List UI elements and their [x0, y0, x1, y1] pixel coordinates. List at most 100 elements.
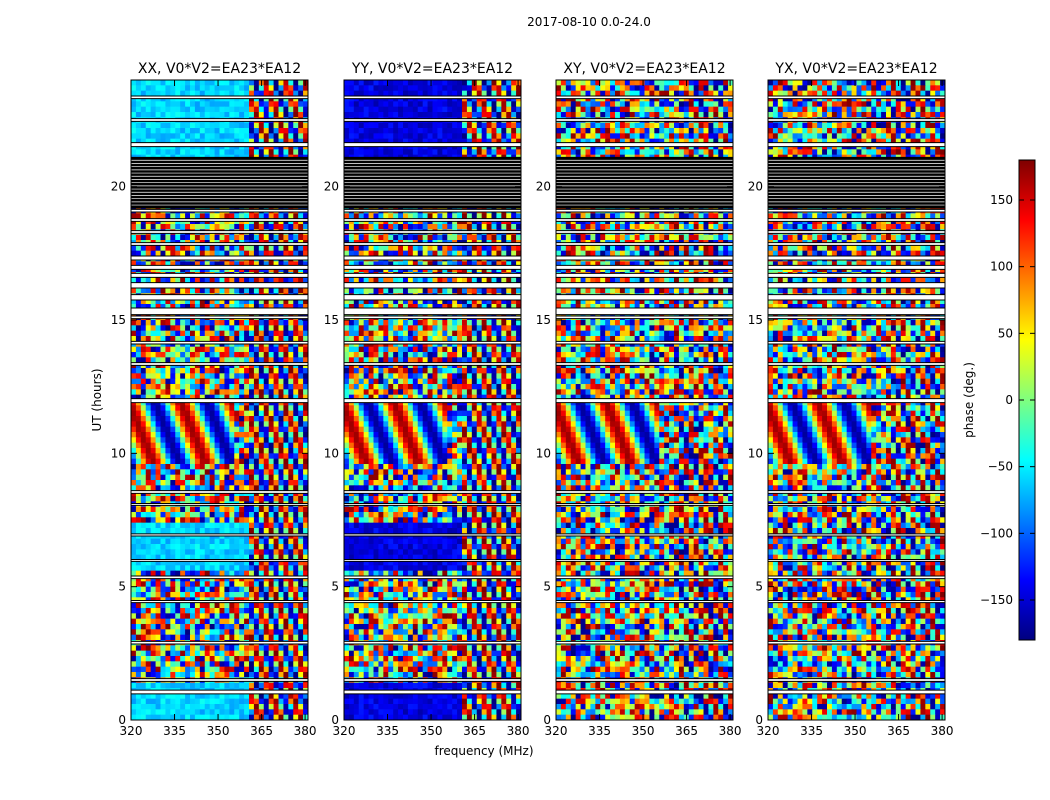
heatmap-cell	[145, 448, 152, 454]
heatmap-cell	[234, 592, 240, 598]
heatmap-cell	[145, 549, 152, 556]
heatmap-cell	[293, 538, 299, 545]
heatmap-cell	[180, 442, 186, 449]
heatmap-cell	[491, 106, 498, 113]
heatmap-cell	[288, 432, 294, 438]
heatmap-cell	[209, 373, 216, 380]
heatmap-cell	[293, 368, 299, 374]
heatmap-cell	[273, 288, 280, 294]
heatmap-cell	[249, 330, 255, 337]
heatmap-cell	[249, 624, 255, 630]
heatmap-cell	[199, 613, 206, 620]
heatmap-cell	[175, 138, 181, 145]
heatmap-cell	[249, 709, 255, 716]
heatmap-cell	[170, 704, 176, 710]
heatmap-cell	[268, 288, 275, 294]
heatmap-cell	[170, 549, 176, 556]
heatmap-cell	[253, 554, 260, 561]
heatmap-cell	[194, 448, 201, 454]
heatmap-cell	[258, 634, 265, 641]
heatmap-cell	[283, 437, 289, 444]
heatmap-cell	[293, 522, 299, 529]
heatmap-cell	[412, 133, 419, 140]
heatmap-cell	[442, 112, 448, 118]
heatmap-cell	[165, 357, 171, 364]
heatmap-cell	[155, 384, 162, 390]
heatmap-cell	[165, 560, 171, 566]
heatmap-cell	[268, 336, 275, 342]
heatmap-cell	[165, 336, 171, 342]
heatmap-cell	[263, 506, 270, 513]
heatmap-cell	[204, 613, 211, 620]
heatmap-cell	[150, 112, 157, 118]
heatmap-cell	[145, 496, 152, 502]
heatmap-cell	[131, 512, 137, 518]
heatmap-cell	[150, 85, 157, 92]
heatmap-cell	[476, 133, 483, 140]
heatmap-cell	[219, 650, 226, 657]
heatmap-cell	[298, 602, 304, 609]
heatmap-cell	[368, 112, 375, 118]
heatmap-cell	[180, 528, 186, 534]
heatmap-cell	[249, 650, 255, 657]
heatmap-cell	[190, 346, 196, 353]
heatmap-cell	[358, 112, 365, 118]
heatmap-cell	[273, 592, 280, 598]
heatmap-cell	[209, 709, 216, 716]
heatmap-cell	[268, 549, 275, 556]
heatmap-cell	[288, 549, 294, 556]
heatmap-cell	[234, 709, 240, 716]
heatmap-cell	[209, 682, 216, 689]
heatmap-cell	[145, 421, 152, 428]
heatmap-cell	[393, 149, 399, 156]
heatmap-cell	[170, 581, 176, 588]
heatmap-cell	[298, 85, 304, 92]
heatmap-cell	[303, 234, 308, 241]
heatmap-cell	[278, 469, 285, 476]
flagged-band	[131, 690, 308, 694]
heatmap-cell	[185, 277, 191, 284]
heatmap-cell	[278, 245, 285, 252]
heatmap-cell	[511, 133, 517, 140]
heatmap-cell	[258, 474, 265, 481]
heatmap-cell	[131, 149, 137, 156]
heatmap-cell	[273, 645, 280, 652]
heatmap-cell	[457, 85, 463, 92]
heatmap-cell	[344, 106, 350, 113]
heatmap-cell	[244, 346, 250, 353]
heatmap-cell	[278, 458, 285, 465]
heatmap-cell	[165, 602, 171, 609]
heatmap-cell	[135, 122, 142, 129]
heatmap-cell	[170, 496, 176, 502]
heatmap-cell	[194, 426, 201, 433]
heatmap-cell	[258, 618, 265, 625]
heatmap-cell	[194, 474, 201, 481]
heatmap-cell	[427, 133, 434, 140]
heatmap-cell	[263, 672, 270, 678]
heatmap-cell	[244, 106, 250, 113]
heatmap-cell	[288, 672, 294, 678]
heatmap-cell	[214, 608, 221, 614]
heatmap-cell	[244, 373, 250, 380]
heatmap-cell	[170, 378, 176, 385]
heatmap-cell	[155, 80, 162, 86]
heatmap-cell	[422, 112, 429, 118]
heatmap-cell	[283, 714, 289, 720]
heatmap-cell	[244, 224, 250, 230]
heatmap-cell	[457, 122, 463, 129]
heatmap-cell	[145, 714, 152, 720]
heatmap-cell	[199, 245, 206, 252]
heatmap-cell	[452, 85, 458, 92]
heatmap-cell	[194, 458, 201, 465]
heatmap-cell	[190, 304, 196, 310]
heatmap-cell	[244, 128, 250, 134]
heatmap-cell	[229, 224, 235, 230]
heatmap-cell	[229, 432, 235, 438]
heatmap-cell	[471, 101, 478, 108]
heatmap-cell	[229, 666, 235, 673]
heatmap-cell	[278, 442, 285, 449]
heatmap-cell	[229, 554, 235, 561]
heatmap-cell	[214, 592, 221, 598]
heatmap-cell	[135, 474, 142, 481]
heatmap-cell	[175, 528, 181, 534]
